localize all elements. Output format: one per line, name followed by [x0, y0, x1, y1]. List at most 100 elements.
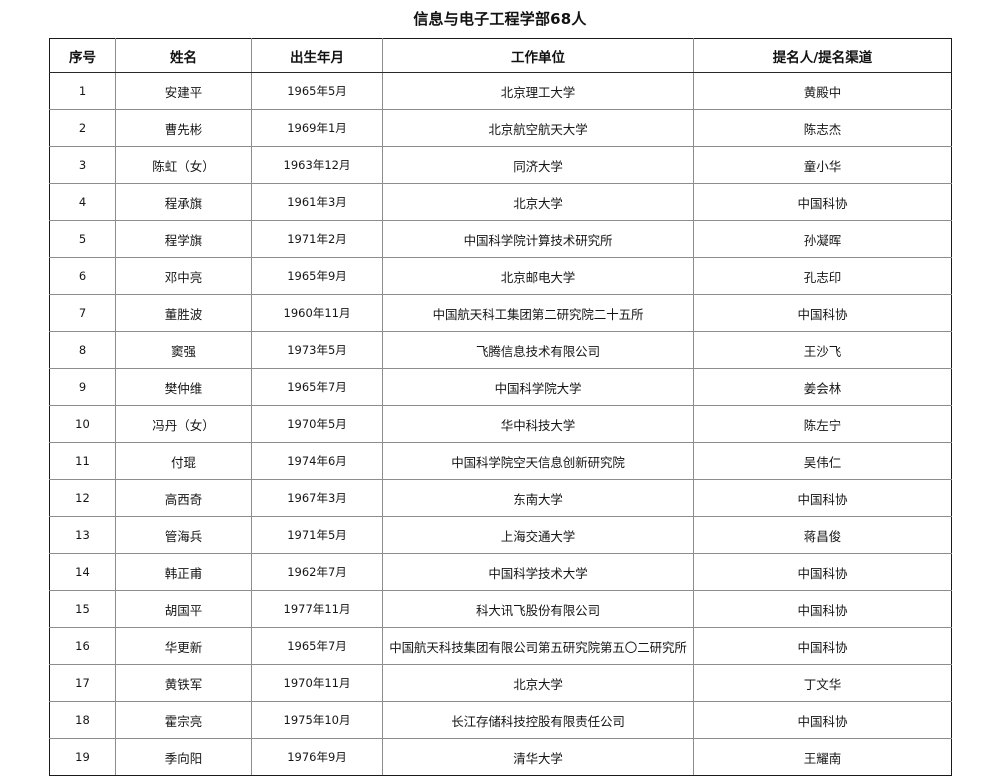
column-header-birth: 出生年月	[251, 38, 383, 73]
cell-birth: 1965年7月	[251, 368, 383, 406]
cell-seq: 11	[49, 442, 116, 480]
table-row: 18 霍宗亮 1975年10月 长江存储科技控股有限责任公司 中国科协	[49, 701, 952, 739]
table-row: 14 韩正甫 1962年7月 中国科学技术大学 中国科协	[49, 553, 952, 591]
cell-seq: 2	[49, 109, 116, 147]
cell-birth: 1971年2月	[251, 220, 383, 258]
cell-org: 飞腾信息技术有限公司	[382, 331, 694, 369]
table-row: 17 黄铁军 1970年11月 北京大学 丁文华	[49, 664, 952, 702]
cell-seq: 3	[49, 146, 116, 184]
cell-org: 长江存储科技控股有限责任公司	[382, 701, 694, 739]
cell-nom: 中国科协	[693, 479, 952, 517]
cell-org: 中国科学院大学	[382, 368, 694, 406]
cell-seq: 10	[49, 405, 116, 443]
cell-org: 中国科学院空天信息创新研究院	[382, 442, 694, 480]
column-header-nom: 提名人/提名渠道	[693, 38, 952, 73]
cell-birth: 1961年3月	[251, 183, 383, 221]
cell-seq: 17	[49, 664, 116, 702]
cell-nom: 孔志印	[693, 257, 952, 295]
cell-nom: 王沙飞	[693, 331, 952, 369]
cell-nom: 王耀南	[693, 738, 952, 776]
cell-birth: 1970年5月	[251, 405, 383, 443]
cell-org: 同济大学	[382, 146, 694, 184]
cell-nom: 陈左宁	[693, 405, 952, 443]
cell-name: 管海兵	[115, 516, 252, 554]
cell-birth: 1963年12月	[251, 146, 383, 184]
cell-name: 程学旗	[115, 220, 252, 258]
cell-name: 曹先彬	[115, 109, 252, 147]
cell-birth: 1962年7月	[251, 553, 383, 591]
cell-birth: 1975年10月	[251, 701, 383, 739]
cell-name: 邓中亮	[115, 257, 252, 295]
cell-name: 黄铁军	[115, 664, 252, 702]
cell-nom: 吴伟仁	[693, 442, 952, 480]
cell-name: 樊仲维	[115, 368, 252, 406]
cell-org: 中国航天科技集团有限公司第五研究院第五〇二研究所	[382, 627, 694, 665]
table-row: 7 董胜波 1960年11月 中国航天科工集团第二研究院二十五所 中国科协	[49, 294, 952, 332]
cell-name: 窦强	[115, 331, 252, 369]
cell-seq: 1	[49, 72, 116, 110]
cell-nom: 中国科协	[693, 183, 952, 221]
cell-birth: 1970年11月	[251, 664, 383, 702]
table-row: 8 窦强 1973年5月 飞腾信息技术有限公司 王沙飞	[49, 331, 952, 369]
table-row: 2 曹先彬 1969年1月 北京航空航天大学 陈志杰	[49, 109, 952, 147]
cell-name: 付琨	[115, 442, 252, 480]
cell-org: 北京邮电大学	[382, 257, 694, 295]
cell-org: 科大讯飞股份有限公司	[382, 590, 694, 628]
table-row: 9 樊仲维 1965年7月 中国科学院大学 姜会林	[49, 368, 952, 406]
cell-birth: 1967年3月	[251, 479, 383, 517]
cell-nom: 孙凝晖	[693, 220, 952, 258]
cell-birth: 1965年5月	[251, 72, 383, 110]
table-row: 12 高西奇 1967年3月 东南大学 中国科协	[49, 479, 952, 517]
cell-name: 华更新	[115, 627, 252, 665]
cell-seq: 12	[49, 479, 116, 517]
cell-name: 霍宗亮	[115, 701, 252, 739]
table-body: 1 安建平 1965年5月 北京理工大学 黄殿中 2 曹先彬 1969年1月 北京航空航天大学陈…	[49, 72, 952, 776]
cell-org: 东南大学	[382, 479, 694, 517]
cell-org: 上海交通大学	[382, 516, 694, 554]
table-row: 15 胡国平 1977年11月 科大讯飞股份有限公司 中国科协	[49, 590, 952, 628]
cell-seq: 16	[49, 627, 116, 665]
cell-seq: 9	[49, 368, 116, 406]
table-header: 序号 姓名 出生年月 工作单位 提名人/提名渠道	[49, 38, 952, 73]
cell-birth: 1965年9月	[251, 257, 383, 295]
table-row: 10 冯丹（女） 1970年5月 华中科技大学 陈左宁	[49, 405, 952, 443]
cell-seq: 15	[49, 590, 116, 628]
cell-org: 北京大学	[382, 664, 694, 702]
cell-name: 胡国平	[115, 590, 252, 628]
cell-birth: 1965年7月	[251, 627, 383, 665]
cell-org: 中国科学技术大学	[382, 553, 694, 591]
column-header-seq: 序号	[49, 38, 116, 73]
cell-birth: 1973年5月	[251, 331, 383, 369]
cell-seq: 18	[49, 701, 116, 739]
cell-nom: 陈志杰	[693, 109, 952, 147]
cell-seq: 13	[49, 516, 116, 554]
cell-birth: 1960年11月	[251, 294, 383, 332]
table-row: 1 安建平 1965年5月 北京理工大学 黄殿中	[49, 72, 952, 110]
cell-nom: 中国科协	[693, 294, 952, 332]
cell-name: 高西奇	[115, 479, 252, 517]
cell-nom: 丁文华	[693, 664, 952, 702]
cell-org: 北京大学	[382, 183, 694, 221]
cell-seq: 19	[49, 738, 116, 776]
cell-name: 韩正甫	[115, 553, 252, 591]
table-row: 11 付琨 1974年6月 中国科学院空天信息创新研究院 吴伟仁	[49, 442, 952, 480]
column-header-name: 姓名	[115, 38, 252, 73]
cell-name: 程承旗	[115, 183, 252, 221]
cell-org: 北京航空航天大学	[382, 109, 694, 147]
cell-org: 中国航天科工集团第二研究院二十五所	[382, 294, 694, 332]
cell-birth: 1976年9月	[251, 738, 383, 776]
cell-birth: 1969年1月	[251, 109, 383, 147]
cell-nom: 蒋昌俊	[693, 516, 952, 554]
cell-org: 中国科学院计算技术研究所	[382, 220, 694, 258]
table-row: 4 程承旗 1961年3月 北京大学 中国科协	[49, 183, 952, 221]
table-row: 16 华更新 1965年7月 中国航天科技集团有限公司第五研究院第五〇二研究所 中国科协	[49, 627, 952, 665]
roster-table-container: 序号 姓名 出生年月 工作单位 提名人/提名渠道 1 安建平 1965年5月 北京理工…	[49, 38, 952, 776]
cell-name: 季向阳	[115, 738, 252, 776]
table-row: 6 邓中亮 1965年9月 北京邮电大学 孔志印	[49, 257, 952, 295]
cell-org: 北京理工大学	[382, 72, 694, 110]
cell-name: 冯丹（女）	[115, 405, 252, 443]
roster-table: 序号 姓名 出生年月 工作单位 提名人/提名渠道 1 安建平 1965年5月 北京理工…	[49, 38, 952, 776]
cell-nom: 黄殿中	[693, 72, 952, 110]
cell-seq: 6	[49, 257, 116, 295]
